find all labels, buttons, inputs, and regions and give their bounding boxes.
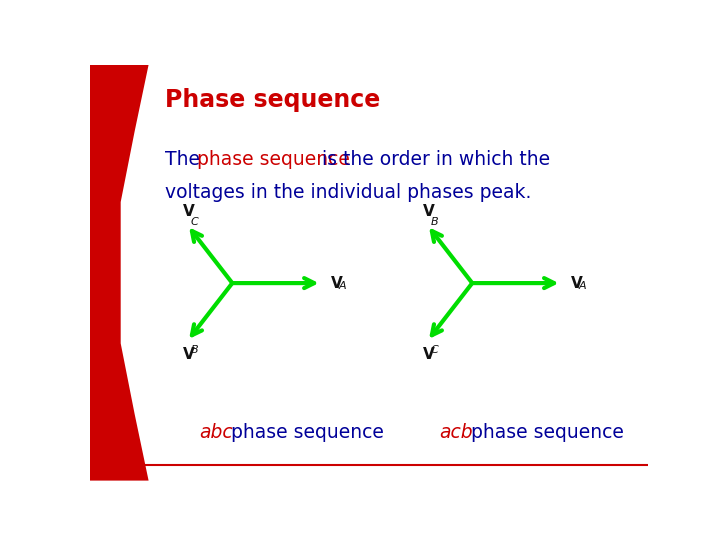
Text: V: V xyxy=(423,347,435,362)
Text: V: V xyxy=(423,204,435,219)
Text: V: V xyxy=(571,275,582,291)
Text: A: A xyxy=(579,281,586,291)
Text: V: V xyxy=(331,275,343,291)
Text: is the order in which the: is the order in which the xyxy=(315,150,549,169)
Text: C: C xyxy=(191,217,199,227)
Text: phase sequence: phase sequence xyxy=(465,423,624,442)
Text: V: V xyxy=(183,347,194,362)
Text: B: B xyxy=(191,345,198,355)
Text: A: A xyxy=(339,281,346,291)
Text: The: The xyxy=(166,150,207,169)
Text: phase sequence: phase sequence xyxy=(225,423,384,442)
Text: phase sequence: phase sequence xyxy=(197,150,350,169)
Polygon shape xyxy=(90,65,148,481)
Text: acb: acb xyxy=(438,423,472,442)
Text: C: C xyxy=(431,345,438,355)
Text: V: V xyxy=(183,204,194,219)
Text: abc: abc xyxy=(199,423,233,442)
Text: B: B xyxy=(431,217,438,227)
Text: Phase sequence: Phase sequence xyxy=(166,87,381,112)
Text: voltages in the individual phases peak.: voltages in the individual phases peak. xyxy=(166,183,531,202)
